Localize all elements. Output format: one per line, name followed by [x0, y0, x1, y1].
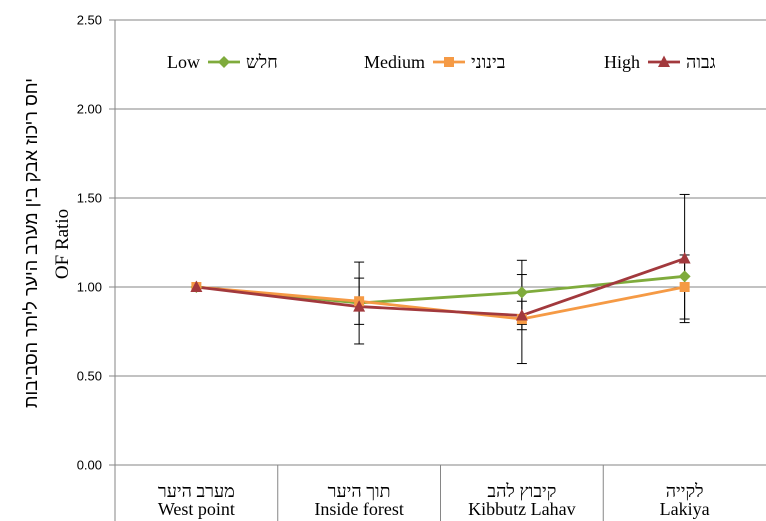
- data-points: [190, 252, 691, 325]
- x-tick-label-hebrew: קיבוץ להב: [487, 481, 556, 501]
- legend-item-high: High גבוה: [604, 52, 716, 72]
- y-axis-title: OF Ratio: [52, 209, 73, 279]
- y-axis-title-hebrew: יחס ריכוז אבק בין מערב היער ליתר הסביבות: [21, 78, 41, 408]
- data-point-high: [515, 308, 528, 321]
- data-point-low: [678, 270, 691, 283]
- legend-label: High: [604, 52, 640, 72]
- series-lines: [196, 257, 686, 321]
- legend-marker: [658, 55, 670, 67]
- x-tick-label-hebrew: תוך היער: [328, 481, 391, 501]
- x-tick-label: Lakiya: [660, 499, 710, 519]
- y-tick-label: 1.00: [77, 280, 102, 295]
- x-tick-label-hebrew: לקייה: [666, 481, 704, 501]
- legend-marker: [444, 57, 454, 67]
- data-point-low: [515, 286, 528, 299]
- y-tick-label: 0.00: [77, 458, 102, 473]
- y-tick-label: 2.50: [77, 13, 102, 28]
- x-tick-label: West point: [158, 499, 235, 519]
- legend: Low חלש Medium בינוני High גבוה: [167, 52, 716, 72]
- legend-label: Medium: [364, 52, 425, 72]
- x-tick-label: Kibbutz Lahav: [468, 499, 575, 519]
- gridlines: [115, 19, 766, 466]
- series-line-high: [196, 257, 686, 317]
- x-tick-label-hebrew: מערב היער: [158, 481, 235, 501]
- data-point-high: [678, 252, 691, 264]
- y-tick-label: 1.50: [77, 191, 102, 206]
- series-line-medium: [196, 285, 685, 321]
- data-point-high: [353, 300, 366, 312]
- legend-item-low: Low חלש: [167, 52, 278, 72]
- legend-label-hebrew: חלש: [246, 52, 278, 72]
- y-tick-label: 2.00: [77, 102, 102, 117]
- legend-label-hebrew: בינוני: [471, 52, 505, 72]
- data-point-high: [190, 280, 203, 292]
- x-tick-label: Inside forest: [314, 499, 403, 519]
- legend-label-hebrew: גבוה: [686, 52, 716, 72]
- series-line-low: [196, 274, 685, 305]
- legend-label: Low: [167, 52, 200, 72]
- data-point-medium: [679, 282, 690, 292]
- legend-marker: [218, 56, 230, 68]
- error-bars: [354, 193, 690, 365]
- y-tick-label: 0.50: [77, 369, 102, 384]
- legend-item-medium: Medium בינוני: [364, 52, 505, 72]
